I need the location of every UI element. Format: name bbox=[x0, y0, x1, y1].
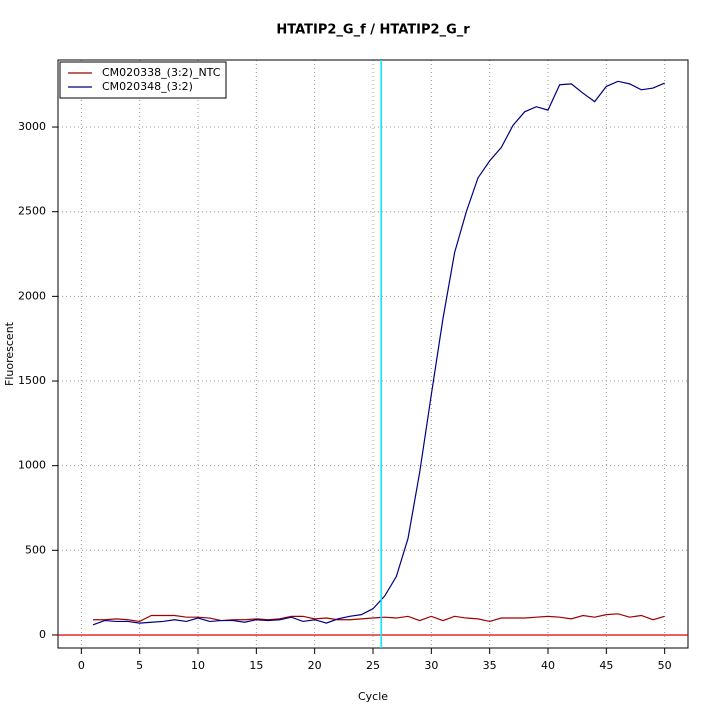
chart-title: HTATIP2_G_f / HTATIP2_G_r bbox=[276, 23, 470, 38]
x-tick-label: 30 bbox=[424, 659, 438, 672]
legend-box bbox=[59, 61, 227, 99]
y-tick-label: 1000 bbox=[18, 459, 46, 472]
x-tick-label: 5 bbox=[136, 659, 143, 672]
y-tick-label: 2500 bbox=[18, 205, 46, 218]
series-line bbox=[92, 80, 665, 626]
y-axis-label: Fluorescent bbox=[3, 321, 16, 386]
legend-label: CM020338_(3:2)_NTC bbox=[102, 66, 221, 79]
x-tick-label: 15 bbox=[249, 659, 263, 672]
x-tick-label: 35 bbox=[483, 659, 497, 672]
y-tick-label: 2000 bbox=[18, 289, 46, 302]
x-tick-label: 45 bbox=[599, 659, 613, 672]
x-axis-label: Cycle bbox=[358, 690, 388, 703]
x-tick-label: 25 bbox=[366, 659, 380, 672]
series-line bbox=[93, 613, 665, 623]
x-tick-label: 0 bbox=[78, 659, 85, 672]
x-tick-label: 50 bbox=[658, 659, 672, 672]
plot-frame bbox=[57, 59, 689, 649]
y-tick-label: 0 bbox=[39, 628, 46, 641]
y-tick-label: 1500 bbox=[18, 374, 46, 387]
x-tick-label: 20 bbox=[308, 659, 322, 672]
x-tick-label: 10 bbox=[191, 659, 205, 672]
y-tick-label: 500 bbox=[25, 543, 46, 556]
y-tick-label: 3000 bbox=[18, 120, 46, 133]
x-tick-label: 40 bbox=[541, 659, 555, 672]
legend-label: CM020348_(3:2) bbox=[102, 80, 193, 93]
